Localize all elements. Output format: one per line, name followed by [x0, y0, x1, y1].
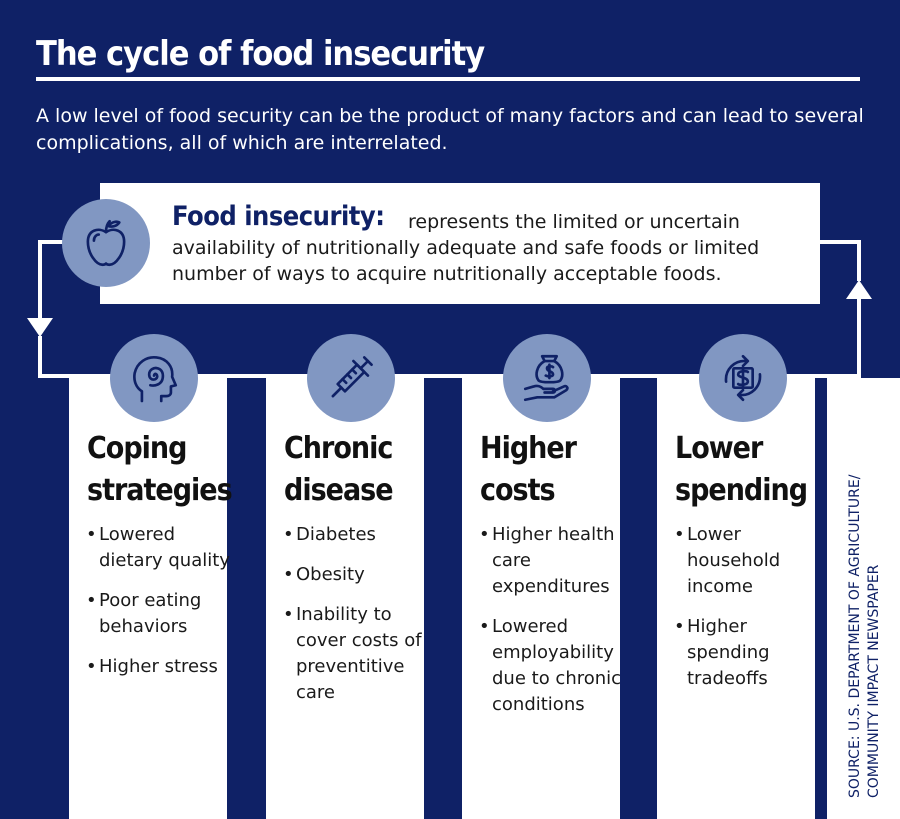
syringe-icon: [307, 334, 395, 422]
column-title: Chronic disease: [284, 431, 394, 508]
column-list: Diabetes Obesity Inability to cover cost…: [283, 522, 429, 720]
column-higher-costs: Higher costs Higher health care expendit…: [462, 378, 621, 819]
column-chronic-disease: Chronic disease Diabetes Obesity Inabili…: [266, 378, 424, 819]
arrow-head-up: [846, 280, 872, 299]
list-item: Higher stress: [86, 654, 232, 680]
dollar-cycle-icon: [699, 334, 787, 422]
column-list: Lowered dietary quality Poor eating beha…: [86, 522, 232, 694]
arrow-head-down: [27, 318, 53, 337]
list-item: Lowered dietary quality: [86, 522, 232, 574]
page-title: The cycle of food insecurity: [36, 34, 485, 74]
column-title: Higher costs: [480, 431, 577, 508]
definition-text: represents the limited or uncertain avai…: [172, 211, 760, 285]
column-title: Coping strategies: [87, 431, 233, 508]
list-item: Higher health care expenditures: [479, 522, 625, 600]
money-bag-hand-icon: [503, 334, 591, 422]
list-item: Obesity: [283, 562, 429, 588]
source-panel: [827, 378, 900, 819]
list-item: Lower household income: [674, 522, 820, 600]
column-title: Lower spending: [675, 431, 808, 508]
apple-icon: [62, 199, 150, 287]
title-underline: [36, 77, 860, 81]
list-item: Inability to cover costs of preventitive…: [283, 602, 429, 706]
list-item: Lowered employability due to chronic con…: [479, 614, 625, 718]
list-item: Diabetes: [283, 522, 429, 548]
column-lower-spending: Lower spending Lower household income Hi…: [657, 378, 815, 819]
column-coping-strategies: Coping strategies Lowered dietary qualit…: [69, 378, 233, 819]
list-item: Poor eating behaviors: [86, 588, 232, 640]
head-spiral-icon: [110, 334, 198, 422]
cycle-connector-right: [820, 240, 861, 281]
list-item: Higher spending tradeoffs: [674, 614, 820, 692]
column-list: Higher health care expenditures Lowered …: [479, 522, 625, 732]
subtitle: A low level of food security can be the …: [36, 105, 864, 154]
definition-box: [100, 183, 820, 304]
source-credit: SOURCE: U.S. DEPARTMENT OF AGRICULTURE/ …: [847, 474, 882, 798]
definition-term: Food insecurity:: [172, 201, 385, 232]
column-list: Lower household income Higher spending t…: [674, 522, 820, 706]
